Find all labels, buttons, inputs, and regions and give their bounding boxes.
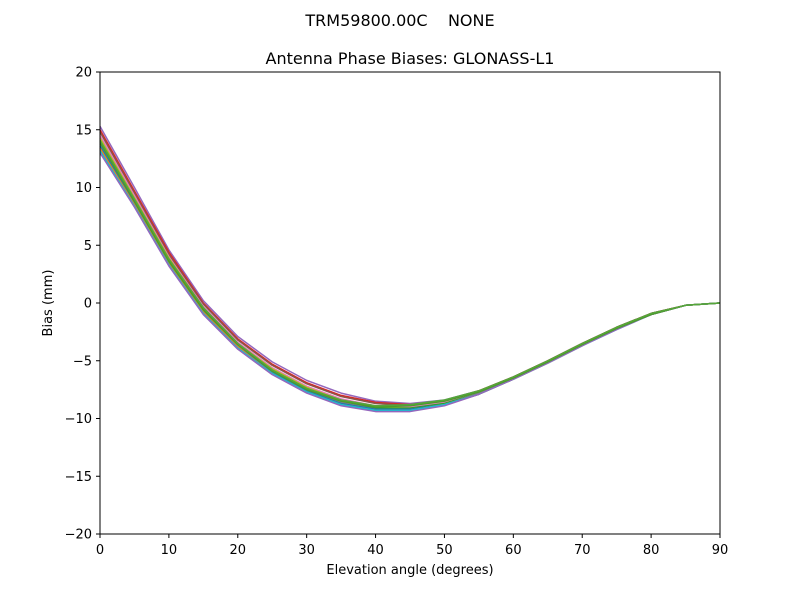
- series-line-3: [99, 131, 721, 407]
- x-tick-label: 20: [230, 543, 247, 558]
- y-tick-label: −5: [73, 354, 92, 369]
- x-tick-label: 30: [298, 543, 315, 558]
- x-axis-label: Elevation angle (degrees): [326, 563, 493, 578]
- x-tick-label: 0: [96, 543, 104, 558]
- x-tick-label: 10: [161, 543, 178, 558]
- y-tick-label: −15: [65, 470, 92, 485]
- series-line-4: [99, 135, 721, 408]
- x-tick-label: 90: [712, 543, 729, 558]
- series-line-11: [99, 152, 721, 413]
- chart-title: Antenna Phase Biases: GLONASS-L1: [266, 49, 555, 68]
- series-line-5: [99, 137, 721, 409]
- series-line-6: [99, 140, 721, 409]
- y-tick-label: −20: [65, 528, 92, 543]
- y-tick-label: 0: [84, 297, 92, 312]
- y-tick-label: −10: [65, 412, 92, 427]
- y-axis: −20 −15 −10 −5 0 5 10 15 20: [65, 66, 100, 543]
- x-tick-label: 50: [436, 543, 453, 558]
- series-line-10: [99, 150, 721, 412]
- series-layer: [99, 125, 721, 413]
- x-tick-label: 40: [367, 543, 384, 558]
- series-line-2: [99, 129, 721, 406]
- series-line-1: [99, 125, 721, 405]
- x-tick-label: 60: [505, 543, 522, 558]
- x-tick-label: 80: [643, 543, 660, 558]
- series-line-7: [99, 143, 721, 411]
- y-tick-label: 15: [75, 123, 92, 138]
- chart-suptitle: TRM59800.00C NONE: [304, 11, 494, 30]
- series-line-8: [99, 145, 721, 411]
- x-axis: 0 10 20 30 40 50 60 70 80 90: [96, 534, 728, 558]
- y-axis-label: Bias (mm): [41, 270, 56, 337]
- plot-frame: [99, 71, 721, 535]
- x-tick-label: 70: [574, 543, 591, 558]
- y-tick-label: 20: [75, 66, 92, 81]
- y-tick-label: 5: [84, 239, 92, 254]
- series-line-13: [99, 139, 721, 407]
- y-tick-label: 10: [75, 181, 92, 196]
- series-line-9: [99, 147, 721, 412]
- series-line-12: [99, 142, 721, 408]
